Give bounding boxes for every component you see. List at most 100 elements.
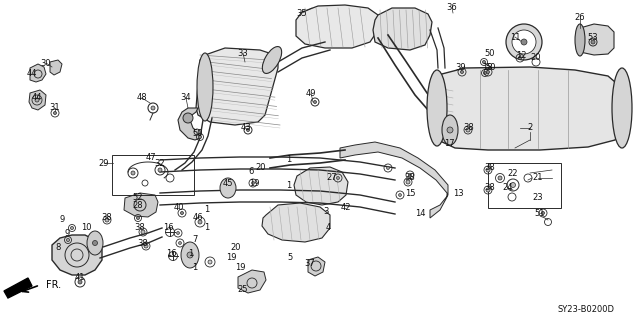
Text: 46: 46 xyxy=(193,213,204,222)
Text: 44: 44 xyxy=(32,93,42,102)
Circle shape xyxy=(208,260,212,264)
Bar xyxy=(112,155,194,195)
Ellipse shape xyxy=(197,53,213,121)
Circle shape xyxy=(486,188,490,192)
Circle shape xyxy=(198,220,202,224)
Ellipse shape xyxy=(181,242,199,268)
Polygon shape xyxy=(124,193,158,217)
Ellipse shape xyxy=(427,70,447,146)
Text: 47: 47 xyxy=(146,153,156,162)
Circle shape xyxy=(158,168,162,172)
Circle shape xyxy=(67,239,70,241)
Text: 4: 4 xyxy=(325,224,331,233)
Circle shape xyxy=(183,113,193,123)
Text: 2: 2 xyxy=(527,123,532,132)
Polygon shape xyxy=(29,90,46,110)
Ellipse shape xyxy=(575,24,585,56)
Circle shape xyxy=(541,211,545,214)
Polygon shape xyxy=(308,257,325,276)
Text: 24: 24 xyxy=(503,183,513,192)
Text: 37: 37 xyxy=(305,258,316,268)
Text: 17: 17 xyxy=(444,138,454,147)
Text: 40: 40 xyxy=(173,204,184,212)
Circle shape xyxy=(591,40,595,44)
Text: FR.: FR. xyxy=(46,280,61,290)
Text: 34: 34 xyxy=(180,93,191,102)
Circle shape xyxy=(399,194,401,197)
Text: 1: 1 xyxy=(286,155,292,165)
Polygon shape xyxy=(178,108,200,140)
Ellipse shape xyxy=(262,47,282,73)
Circle shape xyxy=(511,182,515,188)
Text: 44: 44 xyxy=(27,69,37,78)
Circle shape xyxy=(179,241,182,244)
Polygon shape xyxy=(262,203,330,242)
Text: 7: 7 xyxy=(192,235,198,244)
Circle shape xyxy=(78,280,82,284)
Text: 39: 39 xyxy=(456,63,467,72)
Circle shape xyxy=(70,226,74,229)
Text: 6: 6 xyxy=(248,167,253,176)
Polygon shape xyxy=(196,48,278,125)
Circle shape xyxy=(187,252,193,258)
Text: 38: 38 xyxy=(484,164,495,173)
Text: 1: 1 xyxy=(204,204,210,213)
Text: 26: 26 xyxy=(575,13,586,23)
Circle shape xyxy=(131,171,135,175)
Polygon shape xyxy=(576,24,614,55)
Text: 31: 31 xyxy=(50,103,60,113)
Circle shape xyxy=(486,168,490,172)
Text: 8: 8 xyxy=(55,243,61,253)
Text: 45: 45 xyxy=(223,179,233,188)
Circle shape xyxy=(447,127,453,133)
Circle shape xyxy=(198,136,202,138)
Ellipse shape xyxy=(442,115,458,145)
Polygon shape xyxy=(52,235,102,275)
Ellipse shape xyxy=(512,30,536,54)
Ellipse shape xyxy=(506,24,542,60)
Circle shape xyxy=(314,100,317,103)
Circle shape xyxy=(486,70,490,73)
Circle shape xyxy=(498,176,502,180)
Text: 36: 36 xyxy=(447,4,458,12)
Text: 10: 10 xyxy=(81,224,92,233)
Ellipse shape xyxy=(220,178,236,198)
Circle shape xyxy=(466,128,470,132)
Text: 18: 18 xyxy=(482,63,492,72)
Circle shape xyxy=(408,174,412,176)
Text: 30: 30 xyxy=(41,58,51,68)
Circle shape xyxy=(144,244,148,248)
Polygon shape xyxy=(50,60,62,75)
Text: 1: 1 xyxy=(188,249,194,257)
Text: 12: 12 xyxy=(516,50,526,60)
Ellipse shape xyxy=(612,68,632,148)
Text: 50: 50 xyxy=(486,63,496,72)
Text: 9: 9 xyxy=(65,228,70,238)
Text: 50: 50 xyxy=(193,129,204,137)
Text: 13: 13 xyxy=(452,189,463,197)
Circle shape xyxy=(151,106,155,110)
Circle shape xyxy=(141,230,145,234)
Text: 23: 23 xyxy=(532,194,543,203)
Text: 5: 5 xyxy=(287,254,292,263)
Text: 52: 52 xyxy=(132,194,143,203)
Text: 28: 28 xyxy=(132,201,143,210)
Circle shape xyxy=(180,211,184,214)
Circle shape xyxy=(177,232,179,234)
Text: 41: 41 xyxy=(75,273,85,283)
Text: 27: 27 xyxy=(326,174,337,182)
Text: 11: 11 xyxy=(509,33,520,41)
Text: 32: 32 xyxy=(155,159,165,167)
Circle shape xyxy=(521,39,527,45)
Text: 19: 19 xyxy=(249,179,259,188)
Circle shape xyxy=(461,70,463,73)
Circle shape xyxy=(483,71,486,75)
Ellipse shape xyxy=(87,231,103,255)
Polygon shape xyxy=(296,5,378,48)
Circle shape xyxy=(252,182,255,184)
Circle shape xyxy=(194,129,200,135)
Text: 49: 49 xyxy=(306,88,316,98)
Polygon shape xyxy=(30,64,46,82)
Circle shape xyxy=(35,98,39,102)
Text: 48: 48 xyxy=(137,93,147,102)
